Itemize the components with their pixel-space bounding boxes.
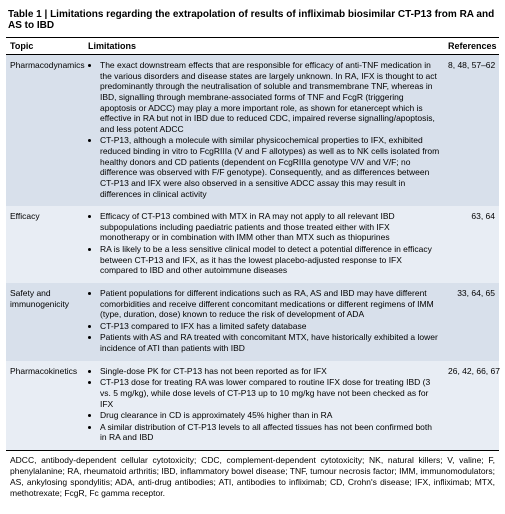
cell-refs: 63, 64	[444, 206, 499, 283]
cell-topic: Safety and immunogenicity	[6, 283, 84, 361]
bullet-item: Drug clearance in CD is approximately 45…	[100, 410, 440, 421]
bullet-list: Efficacy of CT-P13 combined with MTX in …	[88, 211, 440, 276]
cell-topic: Pharmacodynamics	[6, 55, 84, 207]
bullet-item: Patient populations for different indica…	[100, 288, 440, 320]
bullet-item: CT-P13, although a molecule with similar…	[100, 135, 440, 199]
cell-limitations: Efficacy of CT-P13 combined with MTX in …	[84, 206, 444, 283]
cell-topic: Efficacy	[6, 206, 84, 283]
bullet-item: Patients with AS and RA treated with con…	[100, 332, 440, 353]
bullet-list: Patient populations for different indica…	[88, 288, 440, 354]
bullet-item: CT-P13 compared to IFX has a limited saf…	[100, 321, 440, 332]
cell-refs: 26, 42, 66, 67	[444, 361, 499, 451]
table-title: Table 1 | Limitations regarding the extr…	[6, 5, 499, 37]
col-header-limitations: Limitations	[84, 38, 444, 55]
col-header-references: References	[444, 38, 499, 55]
table-row: Efficacy Efficacy of CT-P13 combined wit…	[6, 206, 499, 283]
limitations-table: Topic Limitations References Pharmacodyn…	[6, 37, 499, 505]
table-row: Pharmacodynamics The exact downstream ef…	[6, 55, 499, 207]
cell-refs: 8, 48, 57–62	[444, 55, 499, 207]
cell-limitations: Single-dose PK for CT-P13 has not been r…	[84, 361, 444, 451]
cell-refs: 33, 64, 65	[444, 283, 499, 361]
bullet-item: The exact downstream effects that are re…	[100, 60, 440, 134]
table-row: Safety and immunogenicity Patient popula…	[6, 283, 499, 361]
bullet-item: Efficacy of CT-P13 combined with MTX in …	[100, 211, 440, 243]
bullet-item: Single-dose PK for CT-P13 has not been r…	[100, 366, 440, 377]
cell-topic: Pharmacokinetics	[6, 361, 84, 451]
abbreviations-text: ADCC, antibody-dependent cellular cytoto…	[6, 451, 499, 506]
bullet-item: RA is likely to be a less sensitive clin…	[100, 244, 440, 276]
cell-limitations: The exact downstream effects that are re…	[84, 55, 444, 207]
table-row: Pharmacokinetics Single-dose PK for CT-P…	[6, 361, 499, 451]
bullet-list: The exact downstream effects that are re…	[88, 60, 440, 199]
col-header-topic: Topic	[6, 38, 84, 55]
bullet-list: Single-dose PK for CT-P13 has not been r…	[88, 366, 440, 443]
bullet-item: CT-P13 dose for treating RA was lower co…	[100, 377, 440, 409]
abbreviations-row: ADCC, antibody-dependent cellular cytoto…	[6, 451, 499, 506]
cell-limitations: Patient populations for different indica…	[84, 283, 444, 361]
bullet-item: A similar distribution of CT-P13 levels …	[100, 422, 440, 443]
table-header-row: Topic Limitations References	[6, 38, 499, 55]
